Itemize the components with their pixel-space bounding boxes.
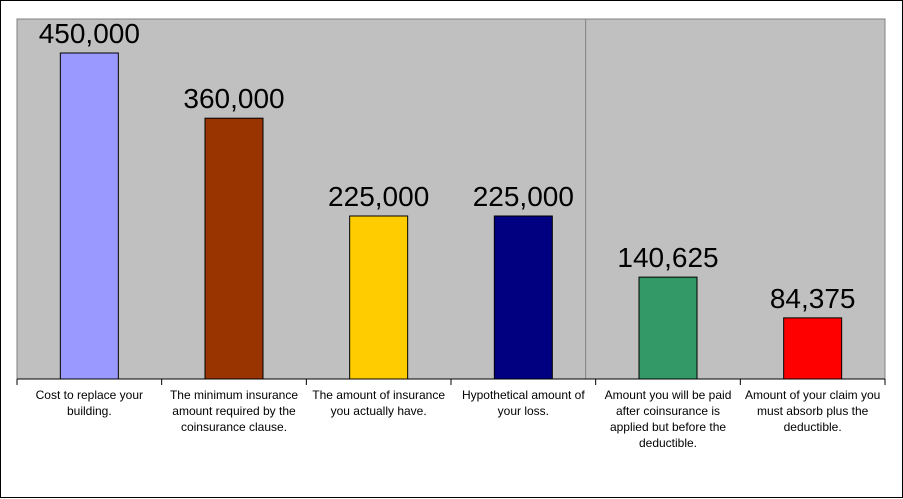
x-tick-label: Amount you will be paid after coinsuranc… <box>604 388 732 450</box>
data-label: 360,000 <box>183 83 284 114</box>
x-tick-label: Amount of your claim you must absorb plu… <box>744 388 881 434</box>
data-label: 225,000 <box>328 181 429 212</box>
x-tick-label: The minimum insurance amount required by… <box>169 388 299 434</box>
x-tick-label: Hypothetical amount of your loss. <box>461 388 585 418</box>
bar <box>59 52 119 380</box>
plot-area <box>16 18 886 380</box>
bar <box>204 117 264 380</box>
x-tick-label: The amount of insurance you actually hav… <box>312 388 446 418</box>
bar <box>493 215 553 380</box>
data-label: 84,375 <box>770 283 856 314</box>
x-tick-label: Cost to replace your building. <box>35 388 144 418</box>
bar <box>638 276 698 380</box>
data-label: 225,000 <box>473 181 574 212</box>
bar <box>349 215 409 380</box>
data-label: 140,625 <box>617 242 718 273</box>
bar <box>783 317 843 380</box>
data-label: 450,000 <box>39 18 140 49</box>
